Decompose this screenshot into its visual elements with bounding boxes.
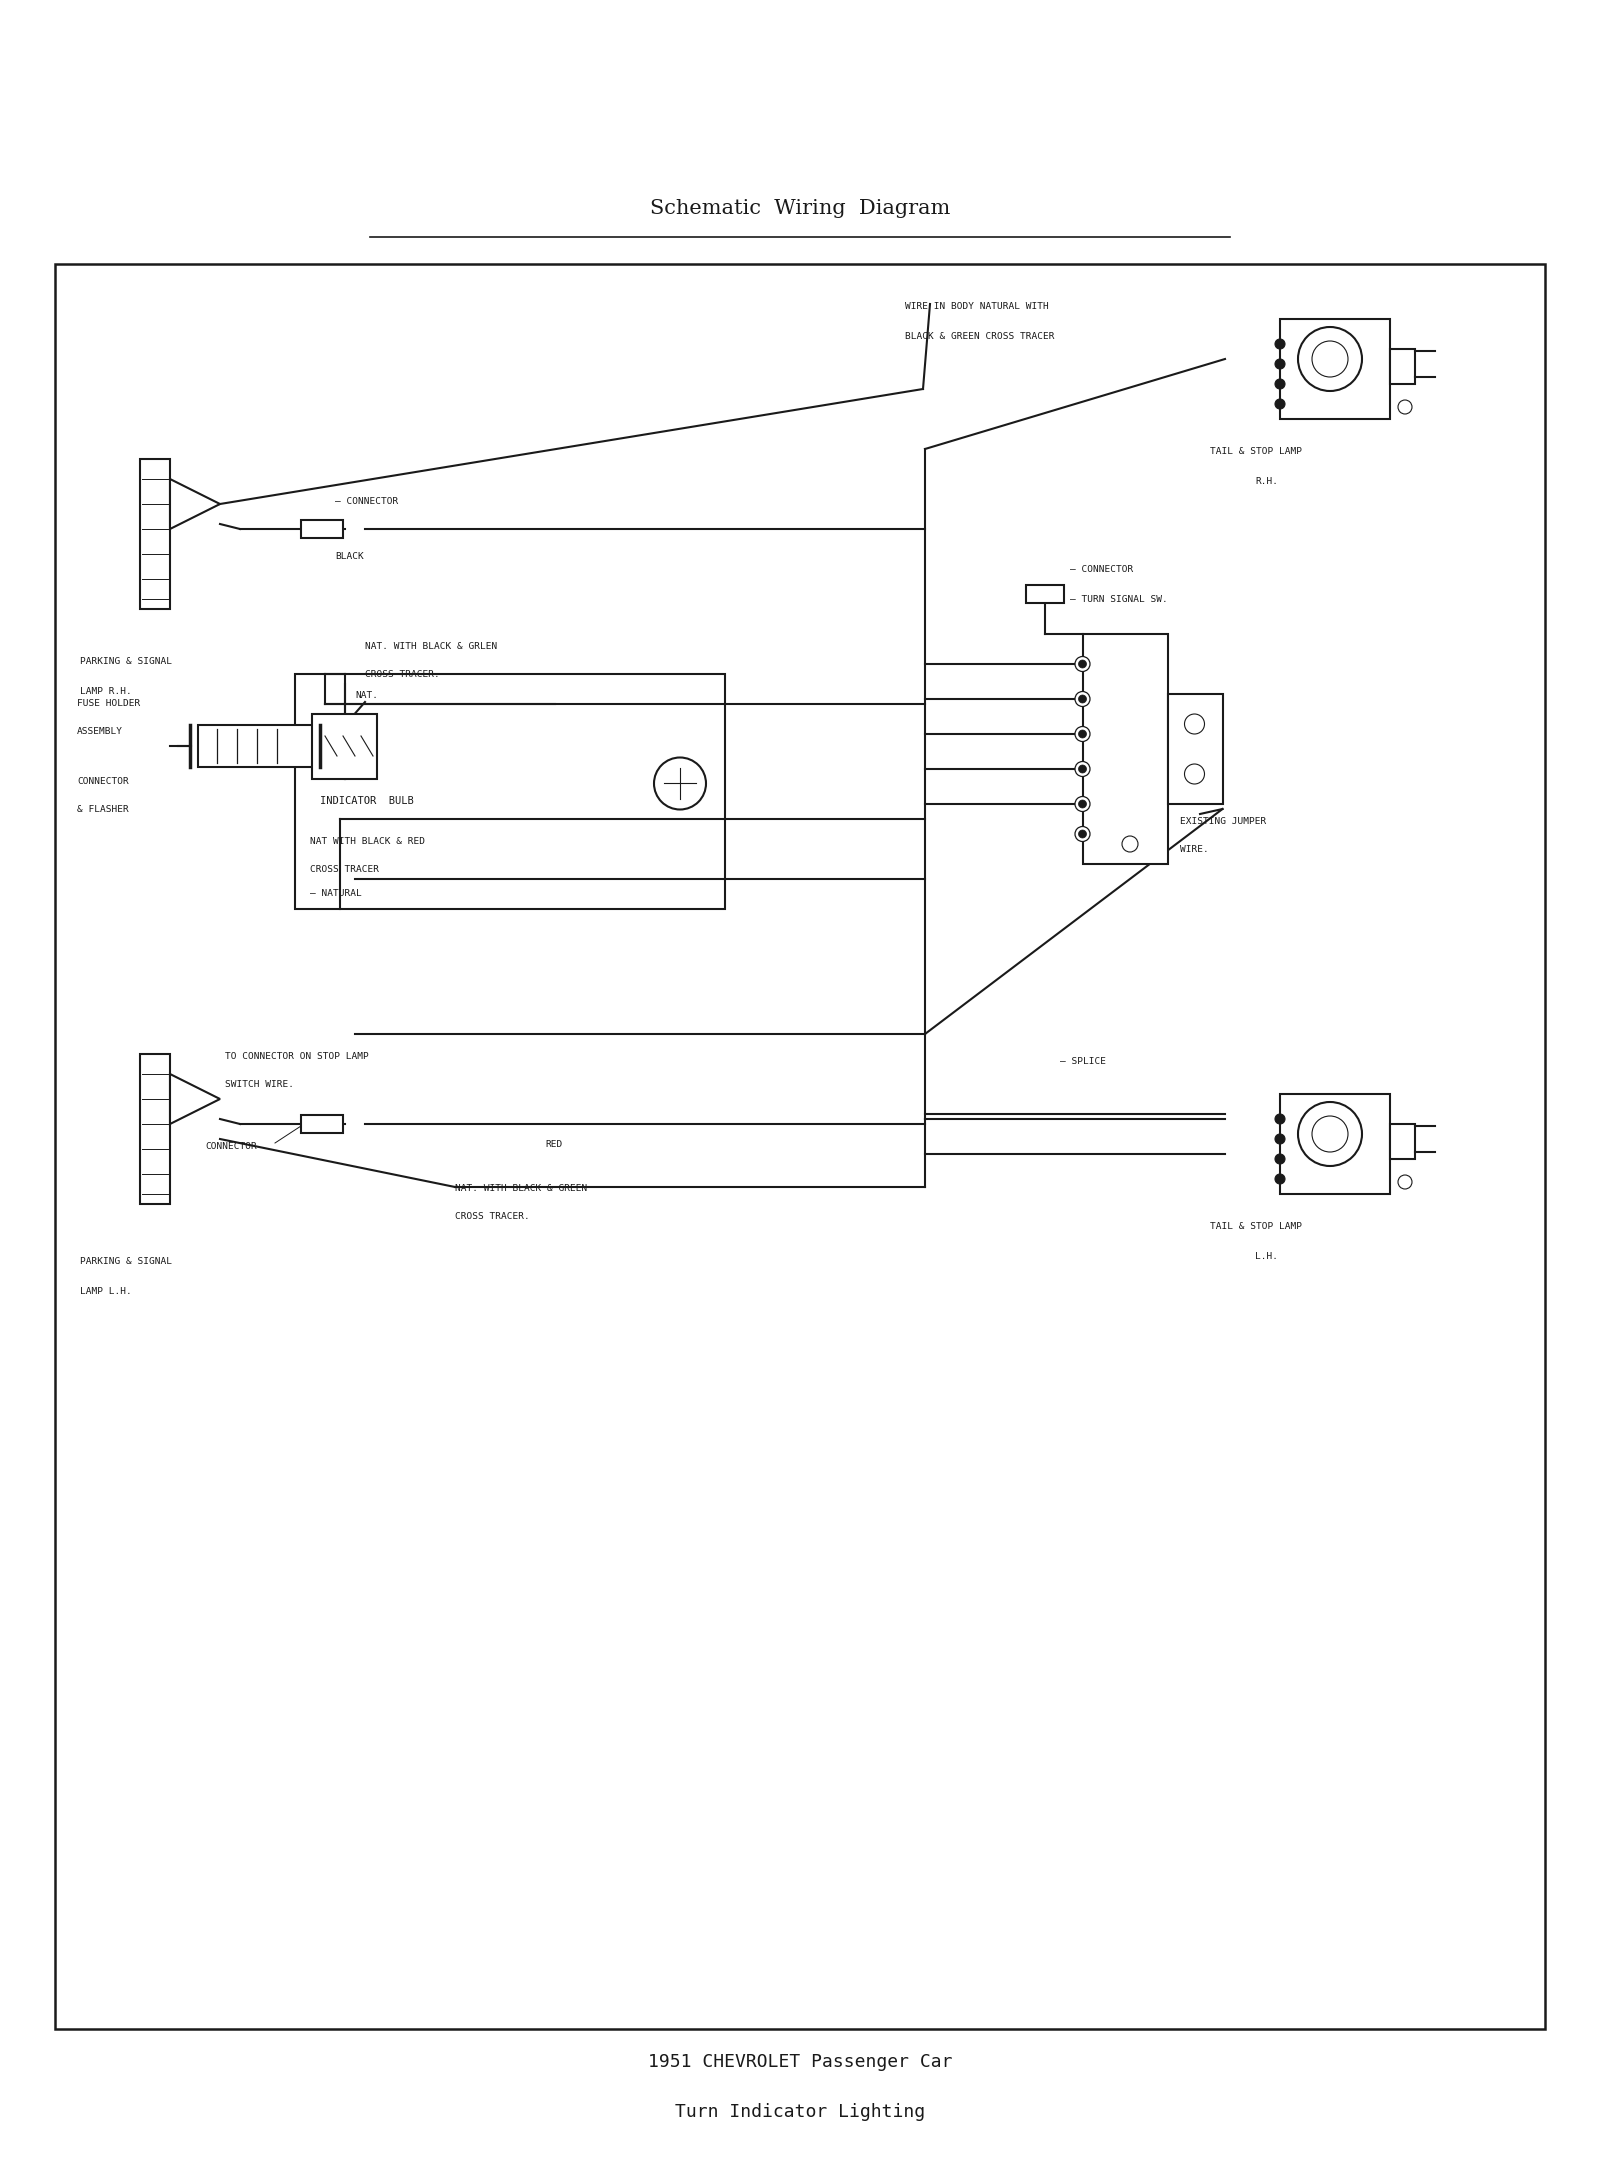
Circle shape	[1312, 342, 1347, 377]
Bar	[197, 725, 312, 766]
Circle shape	[1275, 1175, 1285, 1184]
Circle shape	[1275, 398, 1285, 409]
Circle shape	[1184, 714, 1205, 734]
Circle shape	[1075, 827, 1090, 842]
Circle shape	[1078, 801, 1086, 807]
Bar	[1168, 695, 1222, 805]
Circle shape	[1184, 764, 1205, 783]
Circle shape	[1078, 660, 1086, 669]
Text: — TURN SIGNAL SW.: — TURN SIGNAL SW.	[1070, 595, 1168, 604]
Circle shape	[1298, 327, 1362, 392]
Polygon shape	[170, 478, 221, 528]
Bar	[141, 1054, 170, 1203]
Bar	[1026, 584, 1064, 604]
Text: CONNECTOR: CONNECTOR	[205, 1143, 256, 1151]
Text: — NATURAL: — NATURAL	[310, 889, 362, 898]
Text: TO CONNECTOR ON STOP LAMP: TO CONNECTOR ON STOP LAMP	[226, 1052, 368, 1060]
Text: NAT. WITH BLACK & GRLEN: NAT. WITH BLACK & GRLEN	[365, 643, 498, 651]
Text: CROSS TRACER.: CROSS TRACER.	[454, 1212, 530, 1220]
Text: RED: RED	[546, 1140, 562, 1149]
Text: CROSS TRACER.: CROSS TRACER.	[365, 671, 440, 679]
Bar	[1390, 348, 1414, 383]
Text: TAIL & STOP LAMP: TAIL & STOP LAMP	[1210, 1223, 1302, 1231]
Circle shape	[1075, 692, 1090, 705]
Text: CONNECTOR: CONNECTOR	[77, 777, 128, 786]
Text: WIRE IN BODY NATURAL WITH: WIRE IN BODY NATURAL WITH	[906, 303, 1048, 312]
Circle shape	[1078, 831, 1086, 837]
Circle shape	[1075, 656, 1090, 671]
Text: LAMP R.H.: LAMP R.H.	[80, 686, 131, 697]
Text: INDICATOR  BULB: INDICATOR BULB	[320, 796, 414, 807]
Text: PARKING & SIGNAL: PARKING & SIGNAL	[80, 1257, 173, 1266]
Bar	[294, 673, 725, 909]
Text: & FLASHER: & FLASHER	[77, 805, 128, 814]
Circle shape	[1075, 762, 1090, 777]
Circle shape	[1078, 766, 1086, 773]
Circle shape	[1075, 727, 1090, 742]
Circle shape	[1078, 729, 1086, 738]
Text: LAMP L.H.: LAMP L.H.	[80, 1288, 131, 1296]
Text: — SPLICE: — SPLICE	[1059, 1056, 1106, 1067]
Circle shape	[1075, 796, 1090, 812]
Text: 1951 CHEVROLET Passenger Car: 1951 CHEVROLET Passenger Car	[648, 2054, 952, 2071]
Bar	[312, 714, 378, 779]
Circle shape	[1275, 379, 1285, 390]
Circle shape	[1275, 340, 1285, 348]
Bar	[1280, 1095, 1390, 1195]
Text: NAT. WITH BLACK & GREEN: NAT. WITH BLACK & GREEN	[454, 1184, 587, 1192]
Text: PARKING & SIGNAL: PARKING & SIGNAL	[80, 658, 173, 667]
Bar	[141, 459, 170, 608]
Text: R.H.: R.H.	[1254, 476, 1278, 487]
Text: BLACK: BLACK	[334, 552, 363, 560]
Bar	[1280, 318, 1390, 420]
Text: NAT.: NAT.	[355, 690, 378, 699]
Bar	[54, 264, 1546, 2030]
Text: ASSEMBLY: ASSEMBLY	[77, 727, 123, 736]
Circle shape	[654, 757, 706, 809]
Text: Schematic  Wiring  Diagram: Schematic Wiring Diagram	[650, 199, 950, 219]
Bar	[301, 1114, 342, 1134]
Text: WIRE.: WIRE.	[1181, 844, 1208, 855]
Bar	[1390, 1123, 1414, 1160]
Circle shape	[1275, 1134, 1285, 1145]
Circle shape	[1275, 1153, 1285, 1164]
Bar	[301, 519, 342, 539]
Text: TAIL & STOP LAMP: TAIL & STOP LAMP	[1210, 448, 1302, 457]
Bar	[1083, 634, 1168, 863]
Text: — CONNECTOR: — CONNECTOR	[1070, 565, 1133, 573]
Text: — CONNECTOR: — CONNECTOR	[334, 498, 398, 506]
Circle shape	[1298, 1101, 1362, 1166]
Text: CROSS TRACER: CROSS TRACER	[310, 866, 379, 874]
Circle shape	[1275, 1114, 1285, 1123]
Text: EXISTING JUMPER: EXISTING JUMPER	[1181, 818, 1266, 827]
Circle shape	[1078, 695, 1086, 703]
Text: Turn Indicator Lighting: Turn Indicator Lighting	[675, 2103, 925, 2121]
Circle shape	[1275, 359, 1285, 370]
Polygon shape	[170, 1073, 221, 1123]
Text: FUSE HOLDER: FUSE HOLDER	[77, 699, 141, 708]
Text: BLACK & GREEN CROSS TRACER: BLACK & GREEN CROSS TRACER	[906, 331, 1054, 342]
Text: L.H.: L.H.	[1254, 1253, 1278, 1262]
Text: NAT WITH BLACK & RED: NAT WITH BLACK & RED	[310, 837, 426, 846]
Circle shape	[1312, 1117, 1347, 1151]
Text: SWITCH WIRE.: SWITCH WIRE.	[226, 1080, 294, 1088]
